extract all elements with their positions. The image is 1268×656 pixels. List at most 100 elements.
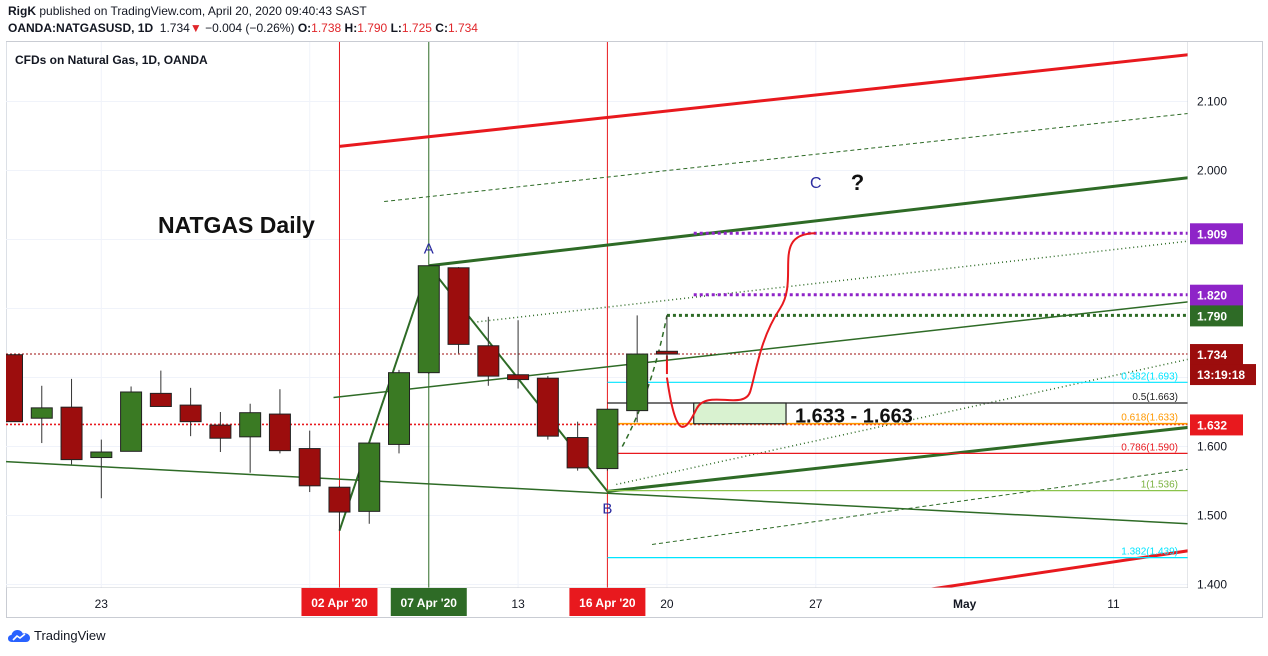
- channel-upper-red-line: [339, 53, 1188, 148]
- date-marker[interactable]: 02 Apr '20: [301, 588, 378, 616]
- footer-brand: TradingView: [34, 628, 106, 643]
- candle[interactable]: [149, 392, 172, 407]
- publish-info: RigK published on TradingView.com, April…: [8, 4, 367, 18]
- wave-label-b: B: [602, 500, 612, 517]
- symbol-info: OANDA:NATGASUSD, 1D 1.734▼ −0.004 (−0.26…: [8, 21, 478, 35]
- wave-line-to-a: [338, 265, 430, 531]
- candle[interactable]: [417, 265, 440, 374]
- date-marker-text: 16 Apr '20: [579, 596, 636, 610]
- dashed-green-upper-line: [384, 112, 1188, 203]
- price-tick-label: 2.100: [1197, 95, 1227, 109]
- price-label-bg: [1190, 284, 1243, 306]
- dotted-green-line: [473, 240, 1188, 324]
- price-tick-label: 1.600: [1197, 440, 1227, 454]
- publish-text: published on TradingView.com, April 20, …: [39, 4, 367, 18]
- down-arrow-icon: ▼: [189, 21, 202, 35]
- tradingview-cloud-icon: [8, 629, 30, 642]
- time-tick-label: 23: [95, 597, 109, 611]
- open-value: 1.738: [311, 21, 342, 35]
- price-label-text: 1.790: [1197, 309, 1227, 323]
- projected-path-green: [621, 315, 668, 447]
- price-label-bg: [1190, 344, 1243, 366]
- fib-level-label: 1.382(1.439): [1121, 547, 1178, 558]
- close-label: C:: [435, 21, 448, 35]
- candle[interactable]: [298, 448, 321, 487]
- time-tick-label: May: [953, 597, 977, 611]
- candle[interactable]: [596, 408, 619, 470]
- price-label-text: 1.632: [1197, 418, 1227, 432]
- candle[interactable]: [626, 353, 649, 412]
- candle[interactable]: [477, 345, 500, 377]
- wave-label-a: A: [424, 241, 434, 258]
- fib-level-label: 0.5(1.663): [1132, 392, 1178, 403]
- candle[interactable]: [60, 406, 83, 461]
- price-label-bg: [1190, 223, 1243, 245]
- chart-title: NATGAS Daily: [158, 212, 315, 238]
- candle[interactable]: [90, 451, 113, 459]
- tradingview-logo[interactable]: TradingView: [8, 628, 106, 643]
- candle[interactable]: [388, 372, 411, 445]
- low-value: 1.725: [401, 21, 432, 35]
- time-tick-label: 20: [660, 597, 674, 611]
- fib-level-label: 0.382(1.693): [1121, 371, 1178, 382]
- fib-level-label: 0.786(1.590): [1121, 442, 1178, 453]
- candle[interactable]: [239, 412, 262, 438]
- question-mark: ?: [851, 170, 864, 195]
- candle[interactable]: [2, 354, 23, 423]
- candle[interactable]: [566, 437, 589, 469]
- time-tick-label: 11: [1107, 597, 1120, 611]
- close-value: 1.734: [447, 21, 478, 35]
- high-value: 1.790: [357, 21, 388, 35]
- price-label-bg: [1190, 364, 1256, 386]
- price-label[interactable]: 1.909: [1190, 223, 1243, 245]
- candle[interactable]: [120, 391, 143, 452]
- channel-lower-green-line: [607, 425, 1188, 493]
- date-marker-text: 07 Apr '20: [401, 596, 458, 610]
- date-marker[interactable]: 07 Apr '20: [390, 588, 467, 616]
- high-label: H:: [344, 21, 358, 35]
- projected-path-red: [665, 232, 816, 428]
- price-change: −0.004 (−0.26%): [205, 21, 295, 35]
- candle[interactable]: [507, 374, 530, 381]
- open-label: O:: [297, 21, 312, 35]
- candle[interactable]: [655, 350, 678, 355]
- dashed-green-lower-line: [651, 468, 1188, 545]
- last-price: 1.734: [159, 21, 190, 35]
- candle[interactable]: [447, 267, 470, 345]
- price-label-text: 13:19:18: [1197, 368, 1245, 382]
- price-label[interactable]: 1.820: [1190, 284, 1243, 306]
- price-label-bg: [1190, 414, 1243, 436]
- wave-label-c: C: [810, 175, 822, 192]
- date-marker[interactable]: 16 Apr '20: [569, 588, 646, 616]
- price-chart[interactable]: 0.382(1.693) 0.5(1.663) 0.618(1.633) 0.786(…: [0, 0, 1268, 620]
- chart-label: CFDs on Natural Gas, 1D, OANDA: [15, 53, 208, 67]
- date-marker-text: 02 Apr '20: [311, 596, 368, 610]
- target-zone-box[interactable]: [693, 402, 787, 425]
- price-label-text: 1.820: [1197, 289, 1227, 303]
- symbol: OANDA:NATGASUSD, 1D: [8, 21, 154, 35]
- time-tick-label: 27: [809, 597, 823, 611]
- candle[interactable]: [536, 377, 559, 437]
- price-label[interactable]: 1.734: [1190, 344, 1243, 366]
- plot-area: 0.382(1.693) 0.5(1.663) 0.618(1.633) 0.786(…: [2, 42, 1188, 588]
- candle[interactable]: [268, 413, 291, 452]
- price-label[interactable]: 1.632: [1190, 414, 1243, 436]
- price-tick-label: 1.400: [1197, 578, 1227, 592]
- candle[interactable]: [179, 404, 202, 423]
- price-label[interactable]: 13:19:18: [1190, 364, 1256, 386]
- channel-upper-green-line: [428, 176, 1188, 268]
- date-marker-bg: [569, 588, 646, 616]
- time-tick-label: 13: [511, 597, 525, 611]
- price-label-text: 1.909: [1197, 227, 1227, 241]
- price-label-bg: [1190, 305, 1243, 327]
- low-label: L:: [390, 21, 402, 35]
- fib-level-label: 1(1.536): [1141, 480, 1178, 491]
- candle[interactable]: [30, 407, 53, 419]
- price-tick-label: 1.500: [1197, 509, 1227, 523]
- price-label[interactable]: 1.790: [1190, 305, 1243, 327]
- dotted-green-lower-line: [616, 358, 1188, 486]
- candle[interactable]: [209, 424, 232, 439]
- candle[interactable]: [328, 486, 351, 513]
- author[interactable]: RigK: [8, 4, 36, 18]
- candle[interactable]: [358, 442, 381, 512]
